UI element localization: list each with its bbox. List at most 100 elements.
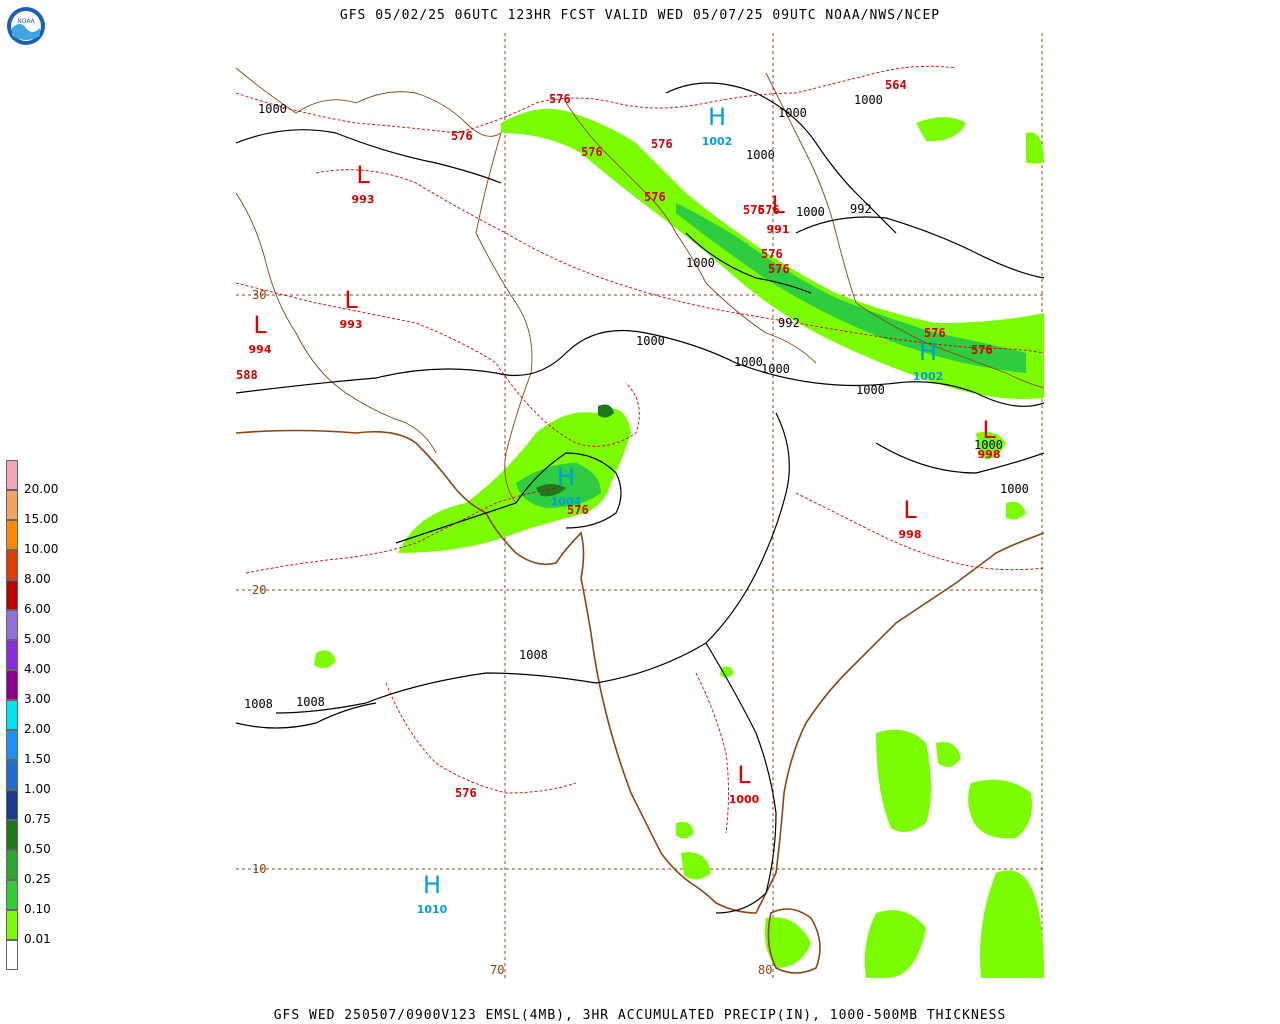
isobar-label: 1000: [974, 438, 1003, 452]
legend-swatch: [6, 460, 18, 490]
center-symbol: L: [253, 311, 267, 339]
center-symbol: H: [708, 103, 726, 131]
grid-labels: 30 20 10 70 80: [252, 288, 772, 977]
legend-label: 0.75: [24, 812, 51, 826]
isobar-label: 1000: [686, 256, 715, 270]
isobar-label: 1000: [778, 106, 807, 120]
low-pressure-center: L 991: [767, 191, 790, 236]
low-pressure-center: L 993: [352, 161, 375, 206]
legend-label: 1.50: [24, 752, 51, 766]
isobars: [236, 82, 1044, 914]
lat-label-10: 10: [252, 862, 266, 876]
legend-swatch: [6, 880, 18, 910]
center-symbol: L: [982, 416, 996, 444]
thickness-label: 576: [761, 247, 783, 261]
coastlines: [236, 429, 1044, 974]
legend-label: 15.00: [24, 512, 59, 526]
isobar-label: 1000: [734, 355, 763, 369]
high-pressure-center: H 1010: [417, 871, 448, 916]
center-symbol: H: [423, 871, 441, 899]
legend-swatch: [6, 580, 18, 610]
isobar-label: 1000: [856, 383, 885, 397]
chart-footer: GFS WED 250507/0900V123 EMSL(4MB), 3HR A…: [273, 1008, 1007, 1023]
lon-label-70: 70: [490, 963, 504, 977]
legend-label: 0.01: [24, 932, 51, 946]
isobar-label: 1000: [761, 362, 790, 376]
isobar-label: 1000: [1000, 482, 1029, 496]
legend-label: 2.00: [24, 722, 51, 736]
thickness-label: 576: [768, 262, 790, 276]
center-pressure: 993: [340, 318, 363, 331]
center-pressure: 994: [249, 343, 272, 356]
isobar-label: 1008: [244, 697, 273, 711]
isobar-label: 1000: [796, 205, 825, 219]
isobar-label: 1008: [519, 648, 548, 662]
center-pressure: 1010: [417, 903, 448, 916]
precipitation-areas: [314, 108, 1044, 978]
legend-label: 8.00: [24, 572, 51, 586]
center-symbol: L: [356, 161, 370, 189]
isobar-label: 1000: [636, 334, 665, 348]
lat-label-30: 30: [252, 288, 266, 302]
thickness-label: 576: [567, 503, 589, 517]
weather-map: .dash-grid { stroke:#8b4513; stroke-widt…: [236, 33, 1044, 978]
thickness-label: 588: [236, 368, 258, 382]
legend-label: 20.00: [24, 482, 59, 496]
lat-label-20: 20: [252, 583, 266, 597]
legend-label: 1.00: [24, 782, 51, 796]
legend-label: 6.00: [24, 602, 51, 616]
thickness-label: 576: [971, 343, 993, 357]
thickness-contours: [236, 65, 1044, 834]
isobar-label: 992: [778, 316, 800, 330]
legend-swatch: [6, 760, 18, 790]
thickness-label: 576: [651, 137, 673, 151]
legend-swatch: [6, 610, 18, 640]
low-pressure-center: L 993: [340, 286, 363, 331]
legend-swatch: [6, 850, 18, 880]
high-pressure-center: H 1002: [913, 338, 944, 383]
legend-swatch: [6, 550, 18, 580]
center-symbol: H: [557, 463, 575, 491]
precip-legend: 20.00 15.00 10.00 8.00 6.00 5.00 4.00 3.00 2.00 1…: [6, 460, 66, 975]
legend-swatch: [6, 640, 18, 670]
center-pressure: 1004: [551, 495, 582, 508]
low-pressure-center: L 998: [899, 496, 922, 541]
high-pressure-center: H 1002: [702, 103, 733, 148]
legend-swatch: [6, 730, 18, 760]
center-pressure: 1000: [729, 793, 760, 806]
legend-swatch: [6, 910, 18, 940]
isobar-label: 1000: [854, 93, 883, 107]
low-pressure-center: L 1000: [729, 761, 760, 806]
center-symbol: L: [737, 761, 751, 789]
legend-swatch: [6, 790, 18, 820]
legend-label: 0.10: [24, 902, 51, 916]
center-symbol: L: [344, 286, 358, 314]
legend-label: 0.50: [24, 842, 51, 856]
center-symbol: L: [771, 191, 785, 219]
legend-swatch: [6, 700, 18, 730]
lon-label-80: 80: [758, 963, 772, 977]
legend-swatch: [6, 670, 18, 700]
center-pressure: 991: [767, 223, 790, 236]
center-pressure: 1002: [702, 135, 733, 148]
center-symbol: L: [903, 496, 917, 524]
noaa-logo: NOAA: [7, 7, 45, 45]
thickness-label: 576: [758, 203, 780, 217]
thickness-label: 576: [644, 190, 666, 204]
pressure-centers: L993L993L994H1002L991H1002H1004L998L998L…: [249, 103, 1001, 916]
thickness-label: 576: [743, 203, 765, 217]
legend-label: 5.00: [24, 632, 51, 646]
svg-text:NOAA: NOAA: [17, 18, 35, 25]
thickness-label: 576: [455, 786, 477, 800]
high-pressure-center: H 1004: [551, 463, 582, 508]
thickness-labels: 5765765765765765765645765765765765765765…: [236, 78, 993, 800]
legend-swatch: [6, 820, 18, 850]
center-symbol: H: [919, 338, 937, 366]
isobar-label: 1000: [258, 102, 287, 116]
thickness-label: 576: [581, 145, 603, 159]
lat-lon-grid: [236, 33, 1044, 978]
chart-title: GFS 05/02/25 06UTC 123HR FCST VALID WED …: [339, 8, 941, 23]
isobar-label: 992: [850, 202, 872, 216]
center-pressure: 1002: [913, 370, 944, 383]
legend-label: 0.25: [24, 872, 51, 886]
